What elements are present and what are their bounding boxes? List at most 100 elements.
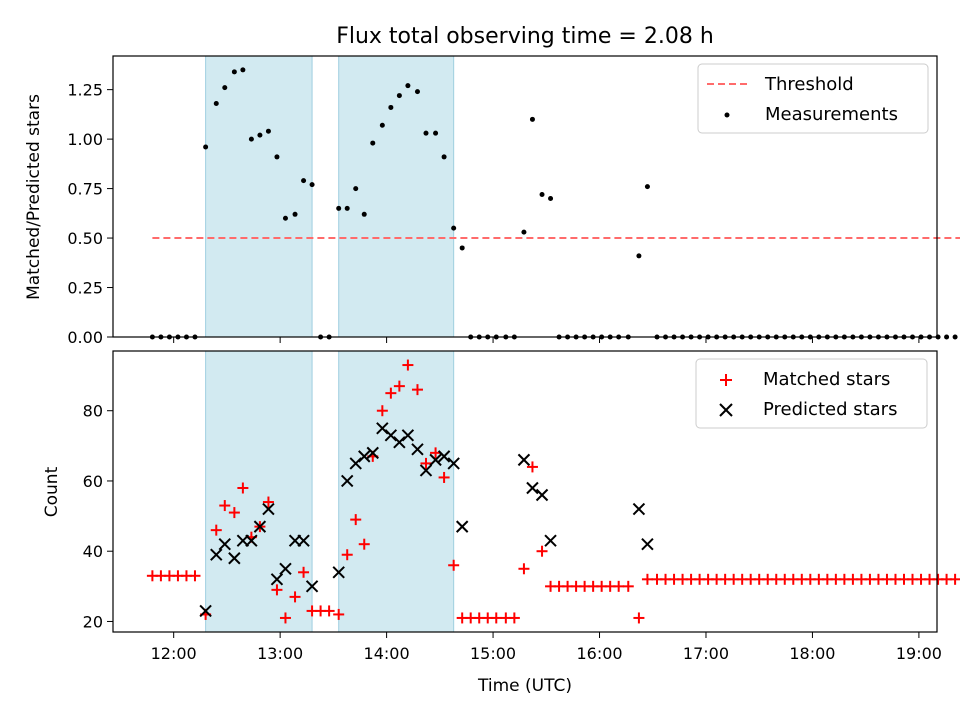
predicted-star-point [632, 502, 646, 516]
measurement-point [203, 144, 209, 150]
x-tick-label: 13:00 [257, 644, 303, 663]
predicted-legend-swatch [719, 403, 733, 417]
matched-star-point [448, 559, 460, 571]
matched-star-point [393, 380, 405, 392]
matched-star-point [262, 496, 274, 508]
x-stroke-b [358, 450, 371, 463]
matched-star-point [385, 387, 397, 399]
measurement-point [301, 178, 307, 184]
predicted-star-point [419, 464, 433, 477]
ratio-y-tick-label: 0.50 [67, 229, 103, 248]
measurement-point [459, 245, 465, 251]
count-y-ticks: 20 40 60 80 [83, 402, 113, 631]
observing-window [205, 350, 313, 633]
x-stroke-b [641, 537, 654, 551]
predicted-star-point [437, 450, 451, 463]
x-tick-label: 16:00 [576, 644, 622, 663]
measurement-point [222, 85, 228, 91]
predicted-star-point [199, 604, 212, 618]
predicted-star-points [199, 422, 654, 618]
measurement-point [441, 154, 447, 160]
predicted-star-point [447, 457, 460, 470]
predicted-star-point [535, 488, 549, 502]
ratio-y-tick-label: 1.00 [67, 130, 103, 149]
count-y-tick-label: 80 [83, 402, 103, 421]
ratio-panel-frame [112, 55, 938, 338]
predicted-star-point [429, 453, 442, 467]
matched-star-point [279, 612, 291, 624]
measurement-point [521, 229, 527, 235]
x-stroke-b [429, 453, 442, 467]
measurement-point [396, 93, 402, 99]
matched-star-point [358, 538, 370, 550]
x-tick-label: 14:00 [364, 644, 410, 663]
matched-star-point [613, 580, 625, 592]
measurement-point [388, 104, 394, 110]
measurement-point [414, 89, 420, 95]
x-axis-label: Time (UTC) [477, 676, 572, 696]
ratio-legend: Threshold Measurements [697, 63, 929, 134]
measurement-point [433, 130, 439, 136]
predicted-star-point [270, 573, 284, 586]
matched-star-point [508, 612, 520, 624]
ratio-y-tick-label: 0.00 [67, 328, 103, 347]
matched-star-point [210, 524, 222, 536]
measurement-point [952, 334, 958, 340]
predicted-star-point [262, 502, 275, 516]
predicted-star-point [517, 453, 531, 467]
predicted-star-point [349, 457, 362, 470]
x-stroke-b [535, 488, 549, 502]
measurement-point [231, 69, 237, 75]
measurement-point [248, 136, 254, 142]
predicted-star-point [332, 566, 345, 579]
matched-star-point [341, 549, 353, 561]
x-stroke-b [401, 429, 415, 442]
x-stroke-b [253, 520, 267, 533]
predicted-star-point [401, 429, 415, 442]
matched-legend-label: Matched stars [763, 369, 890, 390]
matched-star-point [490, 612, 502, 624]
matched-star-point [350, 514, 362, 526]
measurement-point [344, 205, 350, 211]
measurement-point [370, 140, 376, 146]
x-stroke-b [376, 422, 389, 435]
predicted-star-point [253, 520, 267, 533]
predicted-star-point [366, 446, 379, 460]
ratio-y-tick-label: 1.25 [67, 81, 103, 100]
x-stroke-b [349, 457, 362, 470]
x-tick-label: 17:00 [683, 644, 729, 663]
matched-star-points [146, 359, 960, 624]
threshold-legend-label: Threshold [764, 74, 854, 95]
figure-title: Flux total observing time = 2.08 h [336, 24, 714, 49]
measurement-point [644, 184, 650, 190]
matched-star-point [219, 500, 231, 512]
x-tick-label: 18:00 [789, 644, 835, 663]
observing-window [338, 55, 455, 338]
observing-window [205, 55, 313, 338]
x-stroke-b [419, 464, 433, 477]
count-y-tick-label: 40 [83, 542, 103, 561]
predicted-star-point [210, 548, 223, 561]
matched-star-point [298, 566, 310, 578]
matched-star-point [622, 580, 634, 592]
measurements-legend-label: Measurements [765, 104, 898, 125]
predicted-star-point [544, 534, 557, 547]
predicted-star-point [297, 534, 310, 547]
matched-star-point [526, 461, 538, 473]
matched-star-point [420, 457, 432, 469]
x-stroke-b [366, 446, 379, 460]
x-stroke-b [455, 520, 469, 533]
predicted-star-point [376, 422, 389, 435]
x-stroke-b [544, 534, 557, 547]
matched-star-point [518, 563, 530, 575]
x-stroke-b [199, 604, 212, 618]
matched-star-point [641, 573, 653, 585]
matched-star-point [333, 608, 345, 620]
matched-star-point [438, 471, 450, 483]
x-tick-label: 19:00 [896, 644, 942, 663]
count-legend: Matched stars Predicted stars [695, 358, 928, 429]
predicted-star-point [393, 436, 406, 449]
x-stroke-b [517, 453, 531, 467]
predicted-star-point [526, 481, 539, 495]
